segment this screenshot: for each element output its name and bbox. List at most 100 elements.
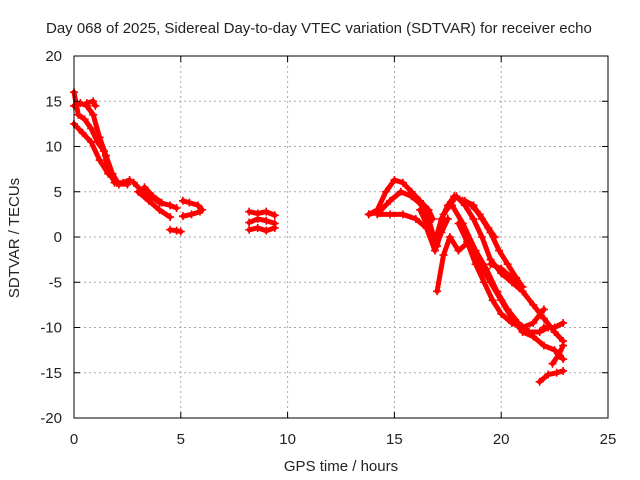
data-point xyxy=(503,305,512,314)
data-point xyxy=(454,219,463,228)
data-point xyxy=(166,225,175,234)
data-point xyxy=(80,115,89,124)
data-point xyxy=(559,318,568,327)
data-point xyxy=(89,110,98,119)
data-point xyxy=(87,137,96,146)
data-point xyxy=(74,110,83,119)
data-point xyxy=(503,260,512,269)
data-point xyxy=(418,201,427,210)
data-point xyxy=(87,124,96,133)
data-point xyxy=(559,355,568,364)
x-tick-label: 10 xyxy=(279,431,296,448)
y-tick-label: -5 xyxy=(49,274,62,291)
series-trace xyxy=(449,202,551,335)
data-point xyxy=(78,128,87,137)
data-point xyxy=(524,328,533,337)
data-point xyxy=(480,278,489,287)
data-point xyxy=(407,192,416,201)
data-point xyxy=(149,192,158,201)
data-point xyxy=(245,225,254,234)
data-point xyxy=(89,97,98,106)
series-trace xyxy=(180,198,205,213)
data-point xyxy=(448,201,457,210)
data-point xyxy=(486,260,495,269)
data-point xyxy=(539,314,548,323)
data-point xyxy=(477,233,486,241)
series-trace xyxy=(537,368,566,385)
series-trace xyxy=(246,216,278,226)
series-arc-4 xyxy=(82,97,100,110)
data-point xyxy=(529,318,538,327)
data-point xyxy=(518,323,527,332)
data-point xyxy=(245,218,254,227)
data-point xyxy=(463,237,472,246)
data-point xyxy=(445,233,454,241)
data-point xyxy=(381,187,390,196)
data-point xyxy=(262,216,271,225)
y-tick-label: 10 xyxy=(45,139,62,156)
series-arc-9 xyxy=(178,196,207,214)
series-trace xyxy=(456,220,547,330)
data-point xyxy=(439,251,448,260)
data-point xyxy=(386,196,395,205)
y-tick-label: 0 xyxy=(54,229,62,246)
data-point xyxy=(433,242,442,251)
data-point xyxy=(507,318,516,327)
data-point xyxy=(82,99,91,108)
data-point xyxy=(253,214,262,223)
y-tick-label: 20 xyxy=(45,48,62,65)
data-point xyxy=(157,198,166,207)
data-point xyxy=(469,201,478,210)
series-arc-21 xyxy=(460,196,527,291)
x-tick-label: 0 xyxy=(70,431,78,448)
data-point xyxy=(482,264,491,273)
axes xyxy=(73,55,609,419)
data-point xyxy=(424,223,433,232)
data-point xyxy=(492,287,501,296)
series-arc-22 xyxy=(486,260,527,296)
data-point xyxy=(144,196,153,205)
data-point xyxy=(559,366,568,375)
series-arc-20 xyxy=(454,219,548,332)
data-point xyxy=(411,214,420,223)
data-point xyxy=(433,287,442,296)
data-series xyxy=(70,88,568,386)
x-tick-label: 15 xyxy=(386,431,403,448)
data-point xyxy=(535,328,544,337)
x-axis-label: GPS time / hours xyxy=(284,458,398,475)
data-point xyxy=(193,201,202,210)
data-point xyxy=(364,210,373,219)
data-point xyxy=(469,214,478,223)
data-point xyxy=(134,187,143,196)
series-arc-11 xyxy=(245,207,279,220)
data-point xyxy=(178,212,187,221)
data-point xyxy=(102,151,111,160)
tick-labels: 0 5 10 15 20 25 20 15 10 5 0 -5 -10 -15 -20 xyxy=(40,48,616,448)
data-point xyxy=(559,341,568,350)
x-tick-label: 5 xyxy=(177,431,185,448)
y-tick-label: -15 xyxy=(40,365,62,382)
data-point xyxy=(95,156,104,165)
x-tick-label: 25 xyxy=(600,431,617,448)
data-point xyxy=(166,201,175,210)
data-point xyxy=(262,226,271,235)
data-point xyxy=(477,214,486,223)
data-point xyxy=(172,204,181,213)
series-arc-6 xyxy=(134,187,175,222)
data-point xyxy=(270,223,279,232)
data-point xyxy=(187,210,196,219)
y-tick-label: -10 xyxy=(40,320,62,337)
series-arc-7 xyxy=(140,183,166,207)
data-point xyxy=(140,183,149,192)
data-point xyxy=(386,210,395,219)
data-point xyxy=(539,341,548,350)
data-point xyxy=(486,228,495,237)
data-point xyxy=(471,260,480,269)
data-point xyxy=(550,323,559,332)
data-point xyxy=(544,370,553,379)
data-point xyxy=(270,211,279,220)
data-point xyxy=(488,296,497,305)
data-point xyxy=(430,246,439,255)
data-point xyxy=(552,368,561,377)
series-trace xyxy=(135,189,173,220)
